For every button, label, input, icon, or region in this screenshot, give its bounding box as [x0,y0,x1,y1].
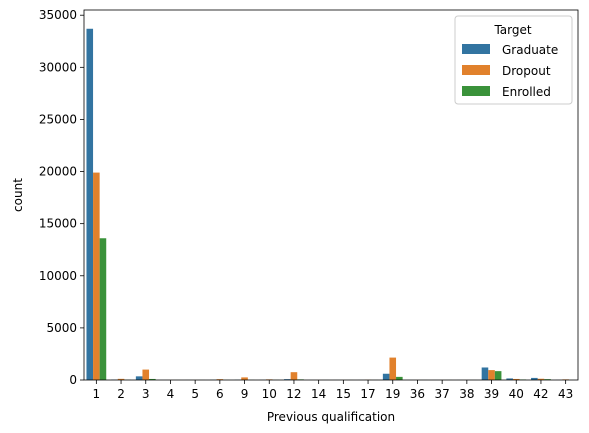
y-tick-label: 0 [69,373,77,387]
x-tick-label: 12 [286,387,301,401]
y-tick-label: 25000 [39,112,77,126]
x-tick-label: 9 [241,387,249,401]
bar-graduate-3 [135,376,143,380]
x-tick-label: 5 [191,387,199,401]
bar-graduate-12 [284,379,291,380]
x-tick-label: 19 [385,387,400,401]
bar-dropout-2 [117,378,125,380]
bar-graduate-1 [86,28,94,381]
legend-swatch-dropout [462,65,490,75]
y-axis: 0 5000 10000 15000 20000 25000 30000 35000 [39,8,84,387]
bar-dropout-42 [537,378,545,380]
x-tick-label: 6 [216,387,224,401]
bar-dropout-39 [488,370,495,380]
legend-frame [454,15,573,105]
x-tick-label: 4 [167,387,175,401]
y-tick-label: 15000 [39,217,77,231]
y-tick-label: 30000 [39,60,77,74]
bar-enrolled-42 [544,379,551,380]
legend-label-graduate: Graduate [502,43,558,57]
x-tick-label: 39 [484,387,499,401]
legend-title: Target [493,23,531,37]
bar-enrolled-3 [149,378,156,380]
x-tick-label: 42 [533,387,548,401]
x-tick-label: 14 [311,387,326,401]
bar-graduate-39 [481,367,489,380]
bar-enrolled-1 [99,238,107,380]
x-axis-label: Previous qualification [267,410,395,424]
bar-dropout-6 [216,379,224,380]
bar-enrolled-39 [494,371,502,380]
x-tick-label: 2 [117,387,125,401]
x-tick-label: 43 [558,387,573,401]
y-axis-label: count [11,178,25,212]
bar-dropout-12 [290,372,298,380]
plot-frame [83,9,579,381]
x-tick-label: 17 [360,387,375,401]
bar-dropout-9 [241,377,248,380]
y-tick-label: 35000 [39,8,77,22]
y-tick-label: 5000 [46,321,77,335]
x-tick-label: 15 [336,387,351,401]
x-tick-label: 37 [435,387,450,401]
bar-dropout-1 [93,172,100,380]
x-tick-label: 36 [410,387,425,401]
bar-graduate-42 [531,377,538,380]
y-tick-label: 10000 [39,269,77,283]
x-tick-label: 40 [509,387,524,401]
x-tick-label: 1 [93,387,101,401]
legend-label-enrolled: Enrolled [502,85,551,99]
bar-dropout-40 [512,378,520,380]
legend: Target Graduate Dropout Enrolled [454,15,573,105]
bar-graduate-40 [506,378,513,380]
legend-swatch-enrolled [462,86,490,96]
bars-layer [86,28,576,381]
legend-label-dropout: Dropout [502,64,551,78]
y-tick-label: 20000 [39,165,77,179]
x-tick-label: 10 [262,387,277,401]
bar-dropout-3 [142,369,150,380]
bar-dropout-19 [389,357,397,380]
x-tick-label: 3 [142,387,150,401]
x-axis: 1 2 3 4 5 6 9 10 12 14 15 17 19 36 37 38 39 40 42 43 [93,380,573,401]
legend-swatch-graduate [462,44,490,54]
bar-graduate-19 [382,373,390,380]
x-tick-label: 38 [459,387,474,401]
bar-enrolled-19 [396,376,403,380]
